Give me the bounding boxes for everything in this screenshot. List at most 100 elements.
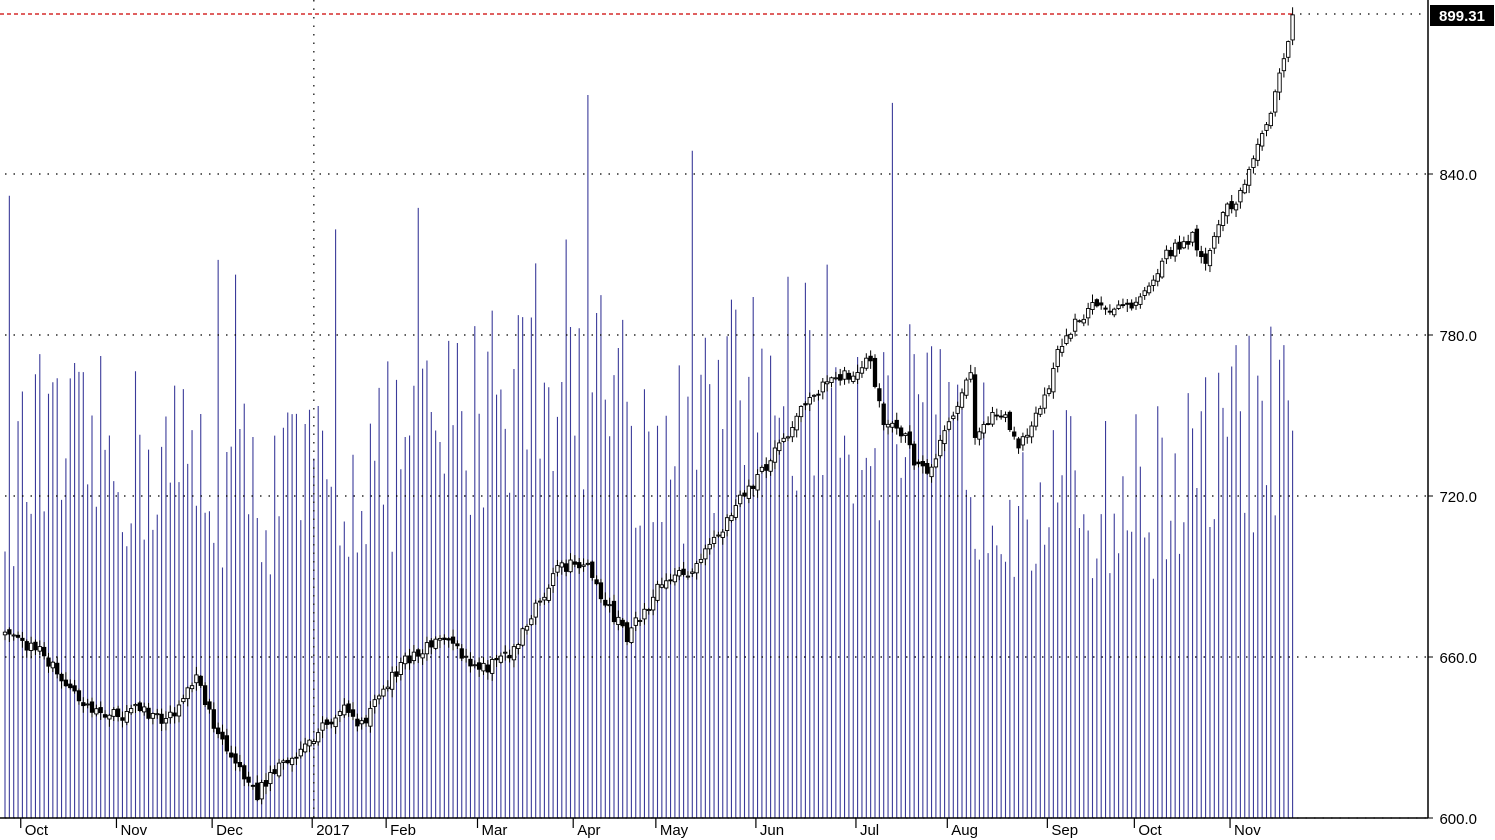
candle-body bbox=[1242, 183, 1247, 194]
candle-body bbox=[111, 709, 116, 717]
candle-body bbox=[233, 753, 238, 764]
candle-body bbox=[864, 357, 869, 369]
x-tick-label: Oct bbox=[1138, 822, 1162, 839]
candle-body bbox=[698, 558, 704, 563]
x-tick-label: 2017 bbox=[316, 822, 349, 839]
candle-body bbox=[342, 704, 347, 716]
candle-body bbox=[1129, 302, 1134, 309]
candle-body bbox=[429, 640, 434, 648]
candle-body bbox=[807, 397, 812, 405]
candle-body bbox=[46, 657, 51, 667]
candle-body bbox=[220, 731, 225, 740]
candle-body bbox=[202, 685, 208, 706]
candle-body bbox=[24, 641, 29, 651]
candle-body bbox=[577, 562, 582, 569]
candle-body bbox=[1286, 41, 1291, 58]
candle-body bbox=[598, 582, 604, 600]
candle-body bbox=[285, 759, 290, 764]
candle-body bbox=[1199, 251, 1204, 258]
candle-body bbox=[1268, 112, 1274, 127]
candle-body bbox=[842, 370, 847, 380]
candle-body bbox=[833, 377, 839, 380]
candle-body bbox=[624, 622, 630, 643]
candle-body bbox=[385, 686, 390, 690]
x-tick-label: Mar bbox=[482, 822, 508, 839]
candle-body bbox=[411, 651, 417, 662]
candle-body bbox=[885, 423, 891, 428]
candle-body bbox=[320, 722, 325, 731]
candle-body bbox=[298, 748, 303, 757]
candle-body bbox=[1159, 260, 1165, 278]
candle-body bbox=[550, 573, 556, 586]
candle-body bbox=[207, 701, 212, 710]
candle-body bbox=[881, 403, 886, 426]
candle-body bbox=[1103, 307, 1108, 310]
y-tick-label: 780.0 bbox=[1439, 328, 1477, 345]
candle-body bbox=[1068, 333, 1073, 339]
last-price-badge bbox=[1430, 5, 1494, 26]
candle-body bbox=[390, 671, 395, 690]
candle-body bbox=[681, 568, 686, 575]
candle-body bbox=[85, 703, 90, 706]
candle-body bbox=[946, 421, 952, 430]
x-tick-label: Dec bbox=[216, 822, 243, 839]
candle-body bbox=[637, 620, 643, 622]
candle-body bbox=[955, 405, 960, 414]
candle-body bbox=[816, 393, 821, 396]
candle-body bbox=[15, 634, 21, 638]
candle-body bbox=[424, 642, 430, 655]
candle-body bbox=[1155, 273, 1160, 282]
candle-body bbox=[590, 561, 595, 578]
candle-body bbox=[303, 743, 308, 753]
candle-body bbox=[1168, 249, 1173, 257]
candle-body bbox=[1181, 241, 1187, 249]
candle-body bbox=[72, 685, 77, 692]
candle-body bbox=[968, 372, 973, 380]
candle-body bbox=[981, 423, 986, 434]
candle-body bbox=[498, 655, 504, 663]
candle-body bbox=[925, 462, 930, 474]
candle-body bbox=[1220, 212, 1226, 226]
candle-body bbox=[481, 662, 486, 672]
x-tick-label: Oct bbox=[25, 822, 49, 839]
candle-body bbox=[894, 419, 899, 429]
candle-body bbox=[155, 713, 160, 716]
candle-body bbox=[668, 579, 673, 582]
candle-body bbox=[890, 422, 895, 428]
candle-body bbox=[568, 559, 573, 573]
candle-body bbox=[664, 580, 669, 589]
candle-body bbox=[1190, 231, 1195, 243]
candle-body bbox=[711, 536, 717, 544]
candle-body bbox=[651, 596, 656, 611]
y-tick-label: 600.0 bbox=[1439, 811, 1477, 828]
candle-body bbox=[1138, 296, 1143, 305]
candle-body bbox=[1225, 203, 1230, 217]
candle-body bbox=[929, 466, 934, 478]
candle-body bbox=[281, 760, 286, 763]
candle-body bbox=[603, 599, 608, 606]
candle-body bbox=[1177, 241, 1182, 250]
candle-body bbox=[381, 688, 386, 697]
axis-labels: 600.0 660.0 720.0 780.0 840.0 Oct Nov Dec 2017 Fe… bbox=[20, 167, 1477, 839]
candle-body bbox=[572, 561, 578, 565]
candle-body bbox=[555, 565, 560, 573]
candle-body bbox=[685, 575, 691, 578]
candle-body bbox=[729, 515, 734, 522]
candle-body bbox=[746, 485, 752, 499]
candle-body bbox=[759, 466, 765, 472]
grid-lines bbox=[0, 0, 1428, 819]
candle-body bbox=[742, 492, 747, 497]
candle-body bbox=[433, 638, 438, 649]
candle-body bbox=[1007, 411, 1013, 431]
candle-body bbox=[951, 415, 956, 419]
candle-body bbox=[268, 772, 273, 785]
candle-body bbox=[55, 662, 60, 675]
candle-body bbox=[468, 658, 473, 667]
candle-body bbox=[803, 403, 808, 406]
volume-bars bbox=[4, 95, 1294, 818]
candle-body bbox=[846, 372, 852, 380]
candle-body bbox=[246, 776, 251, 783]
candle-body bbox=[607, 604, 612, 607]
candle-body bbox=[63, 679, 69, 687]
candle-body bbox=[859, 367, 865, 374]
